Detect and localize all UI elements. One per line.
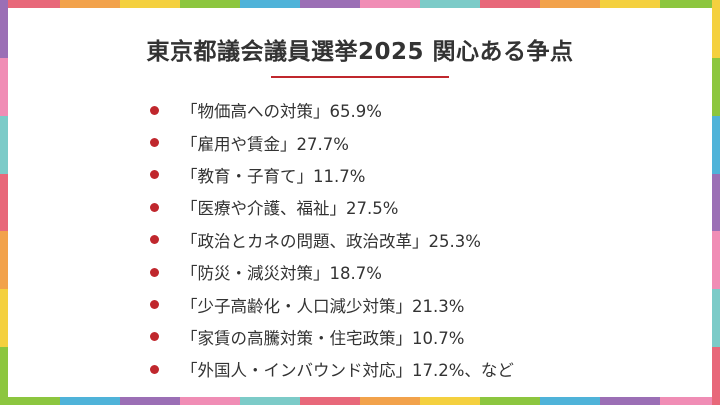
- bullet-icon: [150, 235, 159, 245]
- border-right: [712, 0, 720, 405]
- border-segment: [712, 231, 720, 290]
- border-segment: [712, 289, 720, 348]
- border-segment: [0, 0, 8, 58]
- border-segment: [540, 397, 600, 405]
- bullet-icon: [150, 267, 159, 277]
- border-segment: [420, 0, 480, 8]
- border-segment: [712, 115, 720, 174]
- bullet-icon: [150, 202, 159, 212]
- list-item: 「物価高への対策」65.9%: [150, 94, 514, 126]
- bullet-icon: [150, 170, 159, 180]
- bullet-icon: [150, 300, 159, 310]
- border-segment: [712, 57, 720, 116]
- border-left: [0, 0, 8, 405]
- border-segment: [0, 0, 60, 8]
- list-item: 「少子高齢化・人口減少対策」21.3%: [150, 288, 514, 320]
- bullet-icon: [150, 364, 159, 374]
- border-segment: [712, 173, 720, 232]
- bullet-icon: [150, 138, 159, 148]
- list-item-text: 「教育・子育て」11.7%: [181, 166, 366, 186]
- list-item-text: 「雇用や賃金」27.7%: [181, 134, 349, 154]
- border-segment: [600, 397, 660, 405]
- list-item-text: 「防災・減災対策」18.7%: [181, 264, 382, 284]
- border-segment: [180, 0, 240, 8]
- list-item: 「教育・子育て」11.7%: [150, 159, 514, 191]
- border-segment: [360, 0, 420, 8]
- border-segment: [0, 173, 8, 232]
- border-segment: [712, 0, 720, 58]
- page-title: 東京都議会議員選挙2025 関心ある争点: [146, 39, 574, 65]
- list-item: 「防災・減災対策」18.7%: [150, 256, 514, 288]
- list-item-text: 「医療や介護、福祉」27.5%: [181, 199, 399, 219]
- border-segment: [300, 397, 360, 405]
- list-item: 「外国人・インバウンド対応」17.2%、など: [150, 353, 514, 385]
- border-segment: [60, 397, 120, 405]
- border-segment: [120, 0, 180, 8]
- list-item-text: 「外国人・インバウンド対応」17.2%、など: [181, 361, 514, 381]
- border-segment: [540, 0, 600, 8]
- list-item: 「政治とカネの問題、政治改革」25.3%: [150, 224, 514, 256]
- border-segment: [660, 397, 720, 405]
- border-segment: [120, 397, 180, 405]
- border-segment: [0, 289, 8, 348]
- border-segment: [180, 397, 240, 405]
- border-segment: [660, 0, 720, 8]
- border-top: [0, 0, 720, 8]
- list-item-text: 「政治とカネの問題、政治改革」25.3%: [181, 231, 481, 251]
- border-segment: [60, 0, 120, 8]
- border-segment: [0, 115, 8, 174]
- border-bottom: [0, 397, 720, 405]
- border-segment: [0, 57, 8, 116]
- bullet-icon: [150, 105, 159, 115]
- list-item-text: 「家賃の高騰対策・住宅政策」10.7%: [181, 328, 465, 348]
- border-segment: [712, 347, 720, 405]
- border-segment: [0, 347, 8, 405]
- list-item: 「医療や介護、福祉」27.5%: [150, 191, 514, 223]
- border-segment: [240, 397, 300, 405]
- title-underline: [271, 76, 449, 78]
- border-segment: [480, 397, 540, 405]
- border-segment: [0, 397, 60, 405]
- border-segment: [240, 0, 300, 8]
- border-segment: [300, 0, 360, 8]
- border-segment: [600, 0, 660, 8]
- list-item-text: 「少子高齢化・人口減少対策」21.3%: [181, 296, 465, 316]
- bullet-icon: [150, 332, 159, 342]
- border-segment: [0, 231, 8, 290]
- border-segment: [360, 397, 420, 405]
- issue-list: 「物価高への対策」65.9% 「雇用や賃金」27.7% 「教育・子育て」11.7…: [150, 94, 514, 386]
- border-segment: [480, 0, 540, 8]
- list-item: 「家賃の高騰対策・住宅政策」10.7%: [150, 321, 514, 353]
- border-segment: [420, 397, 480, 405]
- list-item: 「雇用や賃金」27.7%: [150, 126, 514, 158]
- list-item-text: 「物価高への対策」65.9%: [181, 102, 382, 122]
